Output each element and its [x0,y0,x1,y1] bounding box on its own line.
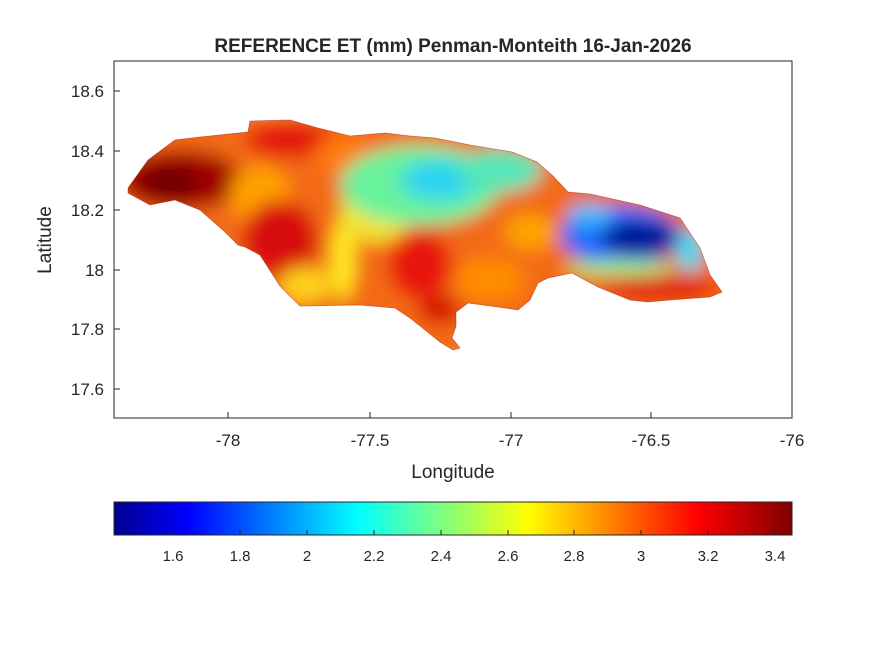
colorbar-ticks: 1.6 1.8 2 2.2 2.4 2.6 2.8 3 3.2 3.4 [163,530,786,565]
colorbar-tick-label: 3.2 [698,548,719,565]
x-tick-label: -77 [499,431,524,450]
y-tick-label: 18.4 [71,142,104,161]
colorbar-tick-label: 1.8 [230,548,251,565]
y-tick-label: 18.2 [71,201,104,220]
colorbar [113,501,793,536]
chart-title: REFERENCE ET (mm) Penman-Monteith 16-Jan… [214,36,691,57]
colorbar-tick-label: 2.4 [431,548,452,565]
x-axis: -78 -77.5 -77 -76.5 -76 [216,412,805,450]
colorbar-tick-label: 3 [637,548,645,565]
x-tick-label: -77.5 [351,431,390,450]
x-tick-label: -76.5 [632,431,671,450]
y-axis-label: Latitude [35,206,56,274]
x-axis-label: Longitude [411,462,494,483]
y-tick-label: 18 [85,261,104,280]
y-axis: 18.6 18.4 18.2 18 17.8 17.6 [71,82,120,399]
x-tick-label: -76 [780,431,805,450]
colorbar-tick-label: 2.2 [364,548,385,565]
colorbar-tick-label: 2 [303,548,311,565]
y-tick-label: 17.6 [71,380,104,399]
x-tick-label: -78 [216,431,241,450]
colorbar-tick-label: 2.8 [564,548,585,565]
colorbar-tick-label: 3.4 [765,548,786,565]
colorbar-tick-label: 1.6 [163,548,184,565]
colorbar-tick-label: 2.6 [498,548,519,565]
y-tick-label: 18.6 [71,82,104,101]
y-tick-label: 17.8 [71,320,104,339]
island-outline [127,119,723,351]
